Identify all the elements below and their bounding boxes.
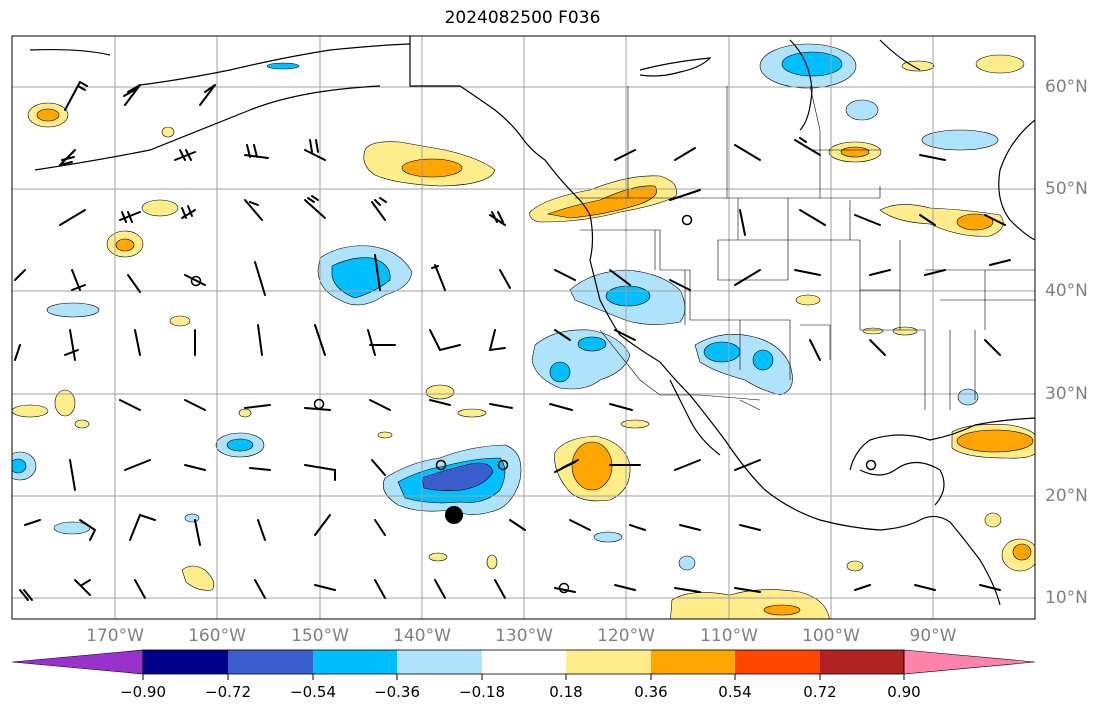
lat-label-50n: 50°N (1045, 179, 1088, 199)
colorbar-tick-label: 0.36 (634, 683, 668, 701)
lon-label-130w: 130°W (495, 626, 553, 646)
colorbar-bin (651, 650, 735, 674)
colorbar-bin (820, 650, 904, 674)
calm-markers (190, 214, 877, 594)
boundaries (575, 85, 1035, 411)
colorbar-tick-label: −0.36 (374, 683, 420, 701)
colorbar-tick-label: −0.54 (290, 683, 336, 701)
colorbar-bin (313, 650, 397, 674)
map-frame (11, 35, 1036, 620)
wind-barbs (14, 81, 1011, 601)
lon-label-100w: 100°W (802, 626, 860, 646)
colorbar-tick-label: 0.72 (803, 683, 837, 701)
colorbar-bin (397, 650, 482, 674)
lon-label-160w: 160°W (188, 626, 246, 646)
lon-label-140w: 140°W (393, 626, 451, 646)
colorbar-bin (566, 650, 651, 674)
colorbar-tick-label: −0.72 (205, 683, 251, 701)
lat-label-40n: 40°N (1045, 281, 1088, 301)
map-title: 2024082500 F036 (444, 8, 601, 28)
contour-fills (12, 43, 1035, 619)
coastlines (29, 36, 1035, 606)
location-marker (445, 506, 463, 524)
gridlines (12, 36, 1035, 619)
colorbar-tick-label: 0.54 (718, 683, 752, 701)
colorbar-bin (228, 650, 313, 674)
colorbar-low-extension (11, 649, 144, 675)
lon-label-150w: 150°W (291, 626, 349, 646)
colorbar-high-extension (903, 649, 1036, 675)
lat-label-60n: 60°N (1045, 77, 1088, 97)
colorbar-bin (735, 650, 820, 674)
colorbar-bin (143, 650, 228, 674)
lon-label-90w: 90°W (909, 626, 957, 646)
colorbar-tick-label: −0.90 (120, 683, 166, 701)
colorbar (11, 649, 1036, 680)
lon-label-120w: 120°W (597, 626, 655, 646)
lon-label-170w: 170°W (86, 626, 144, 646)
colorbar-bin (482, 650, 566, 674)
lat-label-10n: 10°N (1045, 588, 1088, 608)
lon-label-110w: 110°W (700, 626, 758, 646)
colorbar-tick-label: 0.90 (887, 683, 921, 701)
colorbar-tick-label: 0.18 (549, 683, 583, 701)
lat-label-30n: 30°N (1045, 384, 1088, 404)
colorbar-tick-label: −0.18 (459, 683, 505, 701)
lat-label-20n: 20°N (1045, 486, 1088, 506)
